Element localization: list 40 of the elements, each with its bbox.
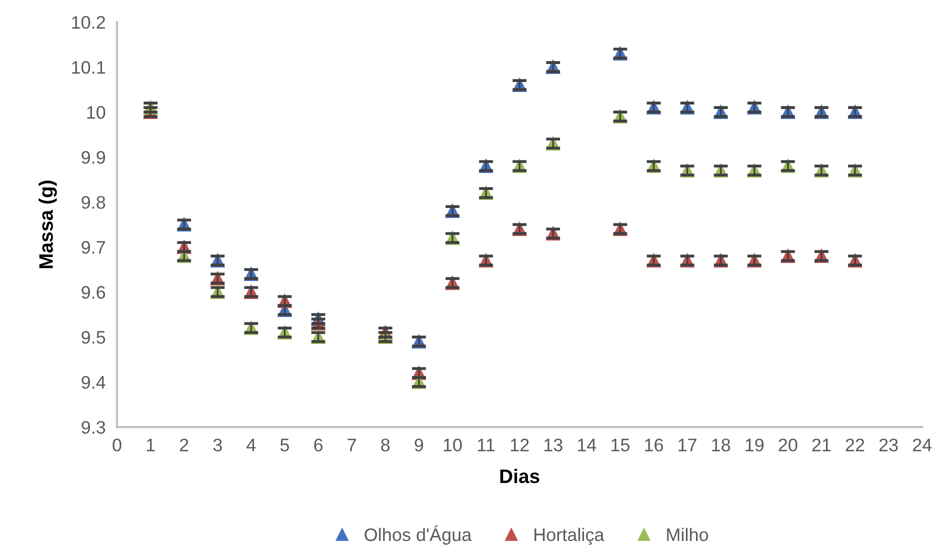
y-tick-label: 9.9 <box>82 150 106 164</box>
x-tick-label: 11 <box>478 438 494 452</box>
legend-label: Milho <box>667 528 708 542</box>
x-tick-label: 6 <box>314 438 322 452</box>
x-tick-label: 14 <box>578 438 596 452</box>
x-tick-label: 15 <box>612 438 630 452</box>
x-tick-label: 24 <box>912 438 932 452</box>
x-tick-label: 18 <box>712 438 730 452</box>
x-axis-title: Dias <box>500 468 540 484</box>
y-axis-title: Massa (g) <box>38 180 57 268</box>
x-tick-label: 20 <box>778 438 798 452</box>
x-tick-label: 0 <box>112 438 122 452</box>
x-tick-label: 4 <box>246 438 256 452</box>
x-tick-label: 9 <box>414 438 424 452</box>
x-tick-label: 17 <box>678 438 696 452</box>
y-tick-label: 9.4 <box>82 376 106 389</box>
y-tick-label: 9.8 <box>82 196 106 209</box>
x-tick-label: 2 <box>180 438 188 452</box>
x-tick-label: 3 <box>213 438 222 452</box>
x-tick-label: 1 <box>146 438 155 452</box>
y-tick-label: 10.2 <box>72 16 105 29</box>
y-tick-label: 9.7 <box>82 240 105 254</box>
x-tick-label: 10 <box>444 438 462 452</box>
x-tick-label: 12 <box>510 438 529 452</box>
x-tick-label: 16 <box>645 438 663 452</box>
legend-label: Hortaliça <box>534 528 604 545</box>
y-tick-label: 9.6 <box>82 286 106 299</box>
x-tick-label: 22 <box>846 438 864 452</box>
x-tick-label: 13 <box>544 438 562 452</box>
y-tick-label: 10 <box>87 106 106 119</box>
y-tick-label: 9.5 <box>82 330 106 344</box>
x-tick-label: 19 <box>746 438 764 452</box>
x-tick-label: 8 <box>381 438 390 452</box>
x-tick-label: 7 <box>348 438 356 452</box>
legend-label: Olhos d'Água <box>364 525 472 545</box>
y-tick-label: 9.3 <box>82 420 106 434</box>
x-tick-label: 23 <box>879 438 898 452</box>
y-tick-label: 10.1 <box>72 61 106 74</box>
x-tick-label: 21 <box>812 438 831 452</box>
x-tick-label: 5 <box>280 438 289 452</box>
